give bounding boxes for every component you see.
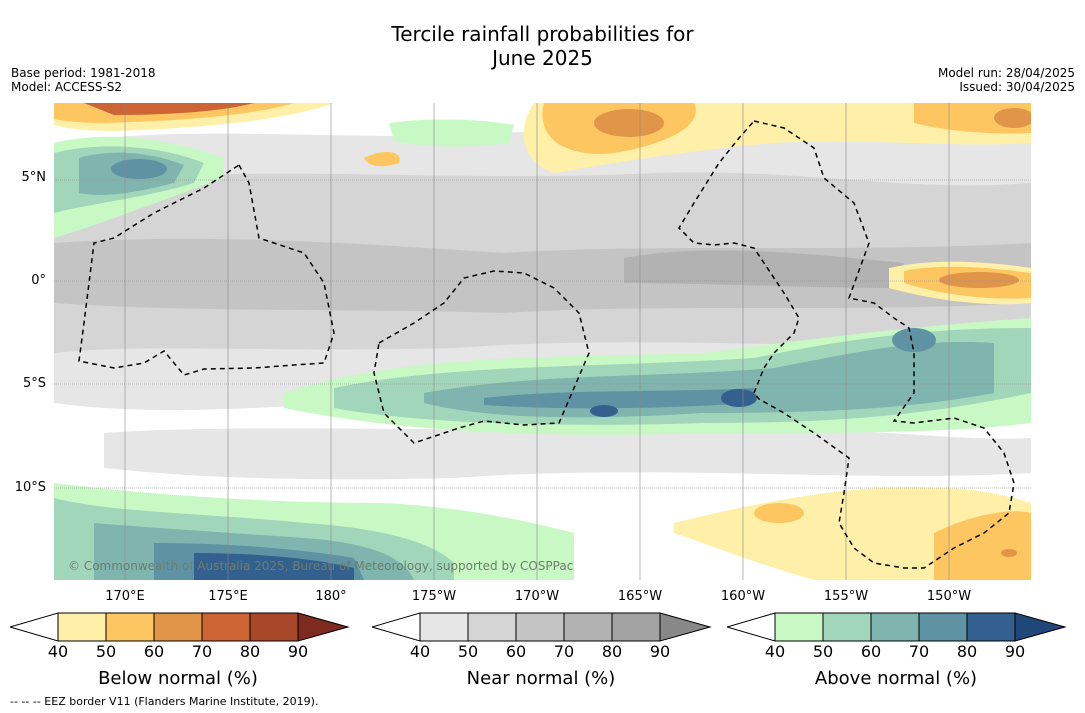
legend-near-swatch-3 — [515, 612, 565, 642]
legend-near-swatch-2 — [467, 612, 517, 642]
legend-near-tick-90: 90 — [649, 642, 671, 661]
lon-label-170w: 170°W — [514, 589, 560, 604]
legend-below-title: Below normal (%) — [98, 668, 258, 689]
legend-below-swatch-4 — [201, 612, 251, 642]
base-period: Base period: 1981-2018 — [11, 66, 156, 80]
title-line-2: June 2025 — [492, 46, 593, 70]
model-run: Model run: 28/04/2025 — [937, 66, 1075, 80]
legend-below-tick-70: 70 — [191, 642, 213, 661]
below-normal-se-core — [1001, 549, 1017, 557]
meta-right: Model run: 28/04/2025 Issued: 30/04/2025 — [938, 66, 1075, 94]
eez-line-islands — [678, 120, 1015, 569]
legend-near-tick-50: 50 — [457, 642, 479, 661]
model-name: Model: ACCESS-S2 — [11, 80, 123, 94]
map-title: Tercile rainfall probabilities for June … — [0, 22, 1085, 70]
legend-near-left-arrow — [372, 612, 421, 642]
legend-below-tick-60: 60 — [143, 642, 165, 661]
lat-label-5n: 5°N — [21, 170, 47, 185]
eez-borders — [78, 120, 1015, 569]
lon-label-170e: 170°E — [105, 589, 145, 604]
lat-label-5s: 5°S — [22, 376, 46, 391]
lon-label-175e: 175°E — [208, 589, 248, 604]
legend-near-swatch-4 — [563, 612, 613, 642]
above-normal-nw-core — [111, 159, 167, 179]
legend-below-swatch-1 — [57, 612, 107, 642]
legend-above-title: Above normal (%) — [814, 668, 978, 689]
meta-left: Base period: 1981-2018 Model: ACCESS-S2 — [11, 66, 156, 94]
lon-label-165w: 165°W — [617, 589, 663, 604]
map-canvas — [54, 103, 1031, 580]
legend-below-left-arrow — [10, 612, 59, 642]
legend-above-swatch-3 — [870, 612, 920, 642]
near-normal-band-70 — [624, 250, 904, 288]
legend-above-tick-70: 70 — [908, 642, 930, 661]
legend-below-tick-80: 80 — [239, 642, 261, 661]
near-normal-patch-south — [104, 427, 1031, 480]
legend-near-normal-bar — [372, 612, 712, 642]
probability-map — [54, 103, 1031, 580]
copyright-credit: © Commonwealth of Australia 2025, Bureau… — [68, 559, 574, 573]
legend-above-swatch-5 — [966, 612, 1016, 642]
legend-near-title: Near normal (%) — [466, 668, 616, 689]
eez-phoenix — [373, 270, 590, 444]
legend-below-tick-90: 90 — [287, 642, 309, 661]
above-normal-core-2 — [590, 405, 618, 417]
graticule — [54, 179, 1031, 489]
above-normal-core-3 — [892, 328, 936, 352]
below-normal-small-patch — [364, 151, 400, 167]
above-normal-sw-80 — [194, 553, 354, 580]
legend-near-tick-40: 40 — [409, 642, 431, 661]
lon-label-180: 180° — [315, 589, 347, 604]
lon-label-175w: 175°W — [411, 589, 457, 604]
legend-below-tick-40: 40 — [47, 642, 69, 661]
above-normal-core-1 — [721, 389, 757, 407]
legend-near-tick-70: 70 — [553, 642, 575, 661]
below-normal-ne-60 — [994, 108, 1031, 128]
legend-below-swatch-2 — [105, 612, 155, 642]
legend-above-tick-60: 60 — [860, 642, 882, 661]
legend-above-normal-bar — [727, 612, 1067, 642]
eez-footnote: -- -- -- EEZ border V11 (Flanders Marine… — [10, 695, 319, 708]
legend-near-tick-80: 80 — [601, 642, 623, 661]
legend-below-normal-bar — [10, 612, 350, 642]
legend-above-swatch-4 — [918, 612, 968, 642]
below-normal-nw-60 — [84, 103, 254, 115]
title-line-1: Tercile rainfall probabilities for — [391, 22, 694, 46]
legend-below-swatch-3 — [153, 612, 203, 642]
lon-label-160w: 160°W — [720, 589, 766, 604]
below-normal-east-60 — [939, 272, 1019, 288]
legend-near-swatch-1 — [419, 612, 469, 642]
below-normal-se-50 — [934, 511, 1031, 580]
eez-tuvalu-kiribati-west — [78, 163, 335, 376]
legend-above-left-arrow — [727, 612, 776, 642]
below-normal-north-60 — [594, 109, 664, 137]
legend-near-swatch-5 — [611, 612, 661, 642]
legend-above-tick-40: 40 — [764, 642, 786, 661]
lon-label-150w: 150°W — [926, 589, 972, 604]
lat-label-0: 0° — [31, 273, 46, 288]
legend-above-swatch-1 — [774, 612, 824, 642]
below-normal-se-patch — [754, 503, 804, 523]
legend-above-swatch-2 — [822, 612, 872, 642]
above-normal-band-70 — [484, 388, 754, 409]
legend-below-swatch-5 — [249, 612, 299, 642]
legend-above-right-arrow — [1014, 612, 1067, 642]
above-normal-north-patch — [389, 119, 514, 147]
legend-near-right-arrow — [659, 612, 712, 642]
legend-near-tick-60: 60 — [505, 642, 527, 661]
lon-label-155w: 155°W — [823, 589, 869, 604]
issued-date: Issued: 30/04/2025 — [959, 80, 1075, 94]
legend-above-tick-90: 90 — [1004, 642, 1026, 661]
lat-label-10s: 10°S — [14, 480, 46, 495]
legend-below-right-arrow — [297, 612, 350, 642]
legend-below-tick-50: 50 — [95, 642, 117, 661]
legend-above-tick-80: 80 — [956, 642, 978, 661]
meridians — [124, 103, 950, 580]
legend-above-tick-50: 50 — [812, 642, 834, 661]
